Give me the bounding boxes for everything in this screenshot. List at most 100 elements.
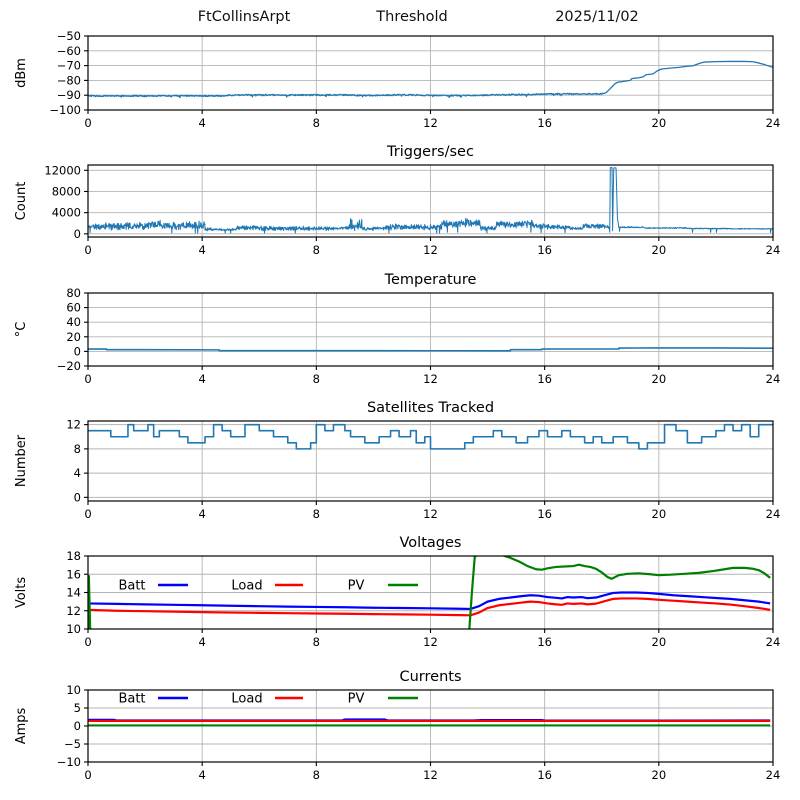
- x-tick-label: 4: [199, 507, 206, 521]
- y-axis-label: Amps: [14, 707, 29, 744]
- series-satellites: [88, 423, 773, 450]
- panel-title: Temperature: [384, 272, 477, 288]
- y-axis-label: dBm: [14, 58, 29, 88]
- x-tick-label: 8: [313, 768, 320, 782]
- series-batt: [88, 591, 771, 611]
- x-tick-label: 4: [199, 243, 206, 257]
- series-group: [88, 167, 773, 234]
- y-axis-label: °C: [14, 322, 29, 338]
- y-tick-label: −60: [57, 44, 81, 58]
- y-tick-label: 40: [66, 315, 81, 329]
- x-tick-label: 20: [652, 372, 667, 386]
- y-tick-label: 8: [74, 442, 81, 456]
- y-tick-label: 4000: [52, 206, 81, 220]
- panel-voltages: 0 4 8 12 16 20 24 18 16 14 12 10 Voltages Volts Batt Lo…: [14, 535, 780, 649]
- x-tick-label: 8: [313, 372, 320, 386]
- x-tick-label: 20: [652, 507, 667, 521]
- ticks: [84, 169, 774, 241]
- legend-label-pv: PV: [348, 692, 365, 707]
- y-tick-label: −50: [57, 29, 81, 43]
- y-tick-label: 0: [74, 490, 81, 504]
- y-tick-label: 5: [74, 701, 81, 715]
- panel-satellites: 0 4 8 12 16 20 24 12 8 4 0 Satellites Tracked Number: [14, 400, 780, 521]
- panel-currents: 0 4 8 12 16 20 24 10 5 0 −5 −10 Currents Amps Batt Load…: [14, 669, 780, 782]
- y-tick-label: 80: [66, 286, 81, 300]
- panel-title: Satellites Tracked: [367, 400, 494, 416]
- y-axis-label: Volts: [14, 577, 29, 609]
- x-tick-label: 4: [199, 116, 206, 130]
- series-group: [88, 423, 773, 450]
- ticks: [84, 292, 774, 370]
- x-tick-label: 24: [766, 243, 781, 257]
- y-tick-label: 14: [66, 586, 81, 600]
- y-tick-label: 12: [66, 418, 81, 432]
- x-tick-label: 4: [199, 372, 206, 386]
- series-signal: [88, 60, 773, 99]
- series-group: [88, 556, 771, 629]
- date-title: 2025/11/02: [555, 9, 639, 25]
- grid: [87, 35, 774, 111]
- series-pv: [88, 556, 771, 629]
- x-tick-label: 0: [84, 116, 91, 130]
- x-tick-label: 24: [766, 116, 781, 130]
- series-temperature: [88, 347, 773, 352]
- y-tick-label: 0: [74, 719, 81, 733]
- x-tick-label: 0: [84, 507, 91, 521]
- x-tick-label: 16: [537, 507, 552, 521]
- x-tick-label: 12: [423, 507, 438, 521]
- y-tick-label: −10: [57, 755, 81, 769]
- x-tick-label: 0: [84, 768, 91, 782]
- plot-type-title: Threshold: [376, 9, 448, 25]
- y-tick-label: 18: [66, 549, 81, 563]
- x-tick-label: 4: [199, 768, 206, 782]
- x-tick-label: 20: [652, 116, 667, 130]
- panel-triggers: 0 4 8 12 16 20 24 12000 8000 4000 0 Triggers/sec Cou…: [14, 144, 780, 257]
- y-tick-label: 4: [74, 466, 81, 480]
- y-tick-label: 0: [74, 227, 81, 241]
- x-tick-label: 16: [537, 635, 552, 649]
- x-tick-label: 24: [766, 372, 781, 386]
- x-tick-label: 24: [766, 768, 781, 782]
- ticks: [84, 424, 774, 505]
- ticks: [84, 555, 774, 633]
- y-tick-label: 60: [66, 301, 81, 315]
- y-axis-label: Number: [14, 434, 29, 487]
- panel-title: Voltages: [400, 535, 462, 551]
- x-tick-label: 0: [84, 635, 91, 649]
- y-tick-label: 0: [74, 344, 81, 358]
- legend: Batt Load PV: [118, 692, 418, 707]
- panel-threshold: 0 4 8 12 16 20 24 −50−60−70−80−90−100 dBm: [14, 29, 780, 130]
- x-tick-label: 20: [652, 243, 667, 257]
- x-tick-label: 16: [537, 243, 552, 257]
- ticks: [84, 689, 774, 766]
- x-tick-label: 12: [423, 116, 438, 130]
- x-tick-label: 8: [313, 116, 320, 130]
- y-tick-label: −5: [64, 737, 81, 751]
- legend-label-batt: Batt: [118, 579, 145, 594]
- x-tick-label: 20: [652, 635, 667, 649]
- panel-title: Triggers/sec: [386, 144, 474, 160]
- y-tick-label: −90: [57, 88, 81, 102]
- y-tick-label: 10: [66, 622, 81, 636]
- x-tick-label: 0: [84, 372, 91, 386]
- station-title: FtCollinsArpt: [197, 9, 291, 25]
- series-group: [88, 347, 773, 352]
- legend-label-pv: PV: [348, 579, 365, 594]
- y-tick-label: 12000: [44, 163, 81, 177]
- grid: [87, 292, 774, 367]
- y-axis-label: Count: [14, 182, 29, 221]
- y-tick-label: 20: [66, 330, 81, 344]
- panel-title: Currents: [399, 669, 461, 685]
- series-group: [88, 60, 773, 99]
- grid: [87, 421, 774, 501]
- x-tick-label: 8: [313, 635, 320, 649]
- x-tick-label: 12: [423, 243, 438, 257]
- y-tick-label: 16: [66, 567, 81, 581]
- x-tick-label: 8: [313, 243, 320, 257]
- ticks: [84, 35, 774, 114]
- x-tick-label: 12: [423, 768, 438, 782]
- legend-label-batt: Batt: [118, 692, 145, 707]
- series-triggers: [88, 167, 773, 234]
